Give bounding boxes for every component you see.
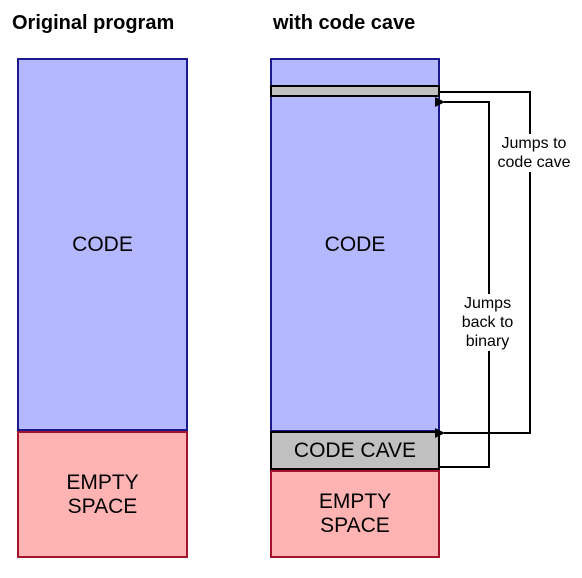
code-cave-block: CODE CAVE bbox=[270, 431, 440, 470]
code-cave-label: CODE CAVE bbox=[293, 438, 417, 462]
jump-back-label-line2: back to bbox=[461, 314, 514, 331]
jump-back-label-line1: Jumps bbox=[463, 295, 512, 312]
right-empty-label-line1: EMPTY bbox=[318, 490, 392, 513]
jump-back-label-line3: binary bbox=[465, 333, 510, 350]
left-empty-label: EMPTY SPACE bbox=[66, 471, 138, 519]
left-empty-space-block: EMPTY SPACE bbox=[17, 431, 188, 558]
right-code-block: CODE bbox=[270, 58, 440, 432]
left-empty-label-line1: EMPTY bbox=[66, 470, 139, 494]
jump-to-cave-label-line2: code cave bbox=[497, 154, 571, 171]
jump-instruction-strip bbox=[270, 85, 440, 97]
jump-back-label: Jumps back to binary bbox=[456, 294, 519, 351]
right-empty-space-block: EMPTY SPACE bbox=[270, 470, 440, 558]
left-title: Original program bbox=[12, 12, 175, 34]
right-title: with code cave bbox=[273, 12, 416, 34]
jump-to-cave-label: Jumps to code cave bbox=[491, 134, 577, 172]
right-empty-label-line2: SPACE bbox=[320, 514, 390, 537]
left-empty-label-line2: SPACE bbox=[67, 494, 138, 518]
left-code-block: CODE bbox=[17, 58, 188, 431]
right-code-label: CODE bbox=[324, 233, 386, 256]
jump-back-arrow bbox=[435, 97, 490, 468]
jump-to-cave-arrow bbox=[435, 91, 531, 438]
right-empty-label: EMPTY SPACE bbox=[319, 490, 391, 538]
jump-to-cave-label-line1: Jumps to bbox=[501, 135, 567, 152]
left-code-label: CODE bbox=[72, 232, 133, 256]
